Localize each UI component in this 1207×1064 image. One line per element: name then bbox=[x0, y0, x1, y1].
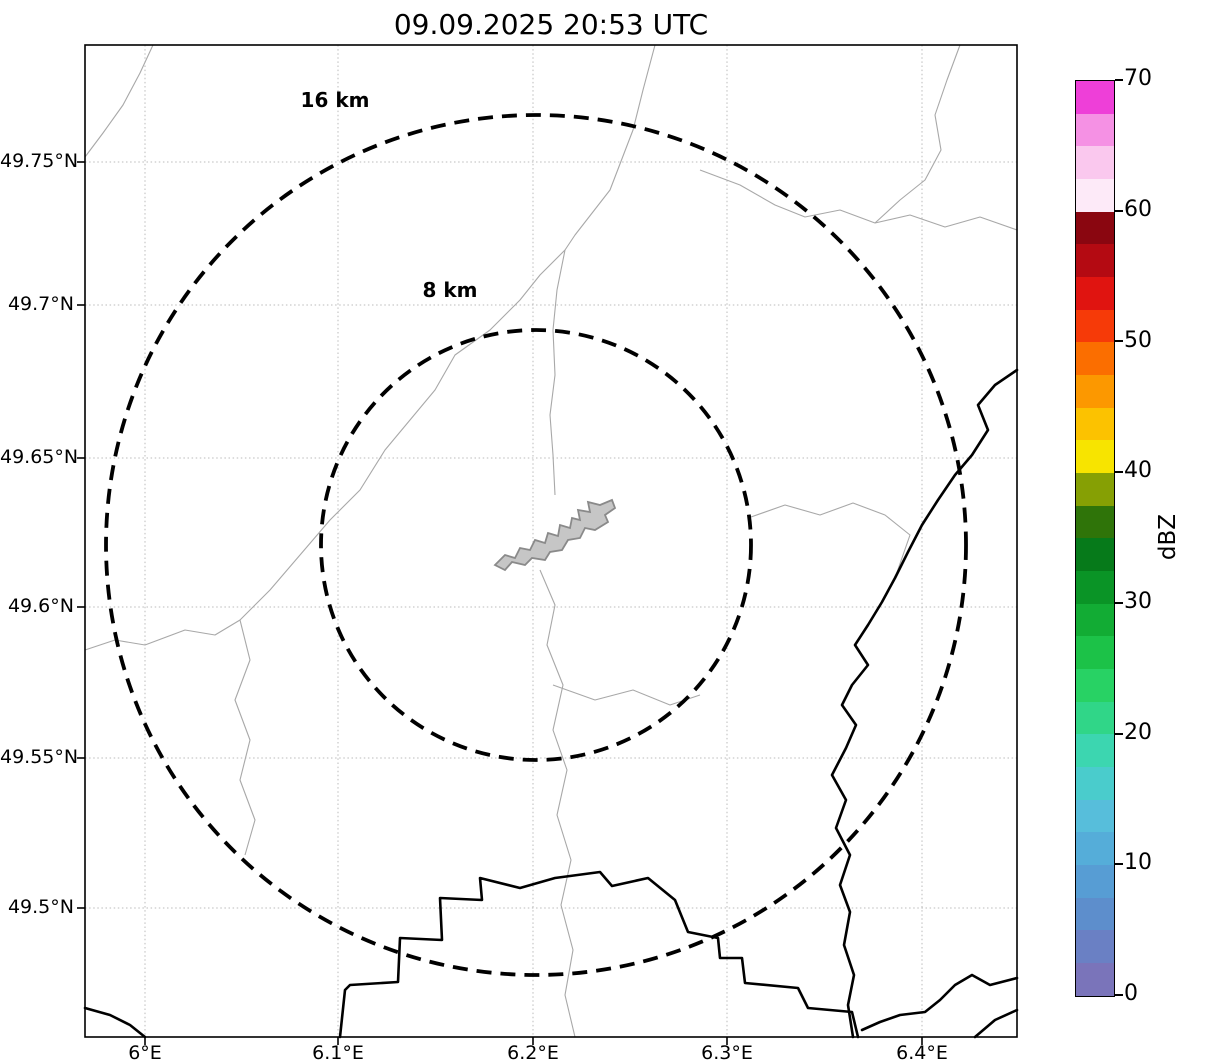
colorbar-tick-mark bbox=[1115, 601, 1123, 604]
colorbar-segment bbox=[1076, 473, 1114, 506]
colorbar-tick-40: 40 bbox=[1124, 458, 1152, 483]
colorbar-segment bbox=[1076, 211, 1114, 245]
colorbar-segment bbox=[1076, 603, 1114, 637]
y-tick-label-49-6n: 49.6°N bbox=[7, 595, 74, 617]
colorbar-segment bbox=[1076, 179, 1114, 212]
colorbar-tick-10: 10 bbox=[1124, 850, 1152, 875]
colorbar-segment bbox=[1076, 277, 1114, 310]
radar-map: 8 km 16 km bbox=[77, 44, 1019, 1045]
plot-title: 09.09.2025 20:53 UTC bbox=[393, 8, 709, 41]
colorbar-segments bbox=[1076, 81, 1114, 996]
colorbar-segment bbox=[1076, 636, 1114, 670]
colorbar-segment bbox=[1076, 342, 1114, 376]
colorbar-segment bbox=[1076, 146, 1114, 180]
colorbar-segment bbox=[1076, 734, 1114, 768]
colorbar-segment bbox=[1076, 505, 1114, 539]
colorbar-axis-label: dBZ bbox=[1155, 513, 1181, 561]
x-tick-label-6-3e: 6.3°E bbox=[701, 1042, 753, 1064]
colorbar-segment bbox=[1076, 963, 1114, 996]
colorbar-segment bbox=[1076, 244, 1114, 278]
colorbar-segment bbox=[1076, 832, 1114, 866]
y-tick-label-49-75n: 49.75°N bbox=[0, 150, 79, 172]
range-rings: 8 km 16 km bbox=[104, 88, 968, 977]
colorbar-tick-30: 30 bbox=[1124, 589, 1152, 614]
colorbar-segment bbox=[1076, 571, 1114, 604]
colorbar-segment bbox=[1076, 767, 1114, 800]
x-tick-label-6-2e: 6.2°E bbox=[507, 1042, 559, 1064]
colorbar-tick-mark bbox=[1115, 209, 1123, 212]
grid-lines bbox=[85, 45, 1017, 1037]
urban-area-polygon bbox=[493, 498, 617, 572]
colorbar-segment bbox=[1076, 538, 1114, 572]
colorbar-segment bbox=[1076, 440, 1114, 474]
plot-frame bbox=[84, 44, 1018, 1038]
colorbar-tick-mark bbox=[1115, 471, 1123, 474]
colorbar-segment bbox=[1076, 930, 1114, 964]
colorbar-segment bbox=[1076, 407, 1114, 441]
colorbar-segment bbox=[1076, 799, 1114, 833]
colorbar-segment bbox=[1076, 897, 1114, 931]
colorbar-tick-mark bbox=[1115, 863, 1123, 866]
colorbar-tick-mark bbox=[1115, 732, 1123, 735]
colorbar-segment bbox=[1076, 309, 1114, 343]
colorbar-segment bbox=[1076, 375, 1114, 408]
colorbar-tick-70: 70 bbox=[1124, 66, 1152, 91]
x-tick-label-6-1e: 6.1°E bbox=[312, 1042, 364, 1064]
colorbar-tick-mark bbox=[1115, 79, 1123, 81]
colorbar bbox=[1075, 80, 1115, 997]
colorbar-segment bbox=[1076, 701, 1114, 735]
y-tick-label-49-5n: 49.5°N bbox=[7, 896, 74, 918]
border-river-lines bbox=[83, 368, 1019, 1039]
x-tick-label-6-4e: 6.4°E bbox=[896, 1042, 948, 1064]
colorbar-tick-mark bbox=[1115, 340, 1123, 343]
axis-tick-marks bbox=[77, 161, 923, 1045]
colorbar-tick-mark bbox=[1115, 994, 1123, 996]
colorbar-segment bbox=[1076, 113, 1114, 147]
range-ring-16-km bbox=[104, 113, 968, 977]
y-tick-label-49-65n: 49.65°N bbox=[0, 446, 79, 468]
colorbar-tick-0: 0 bbox=[1124, 981, 1138, 1006]
colorbar-tick-60: 60 bbox=[1124, 197, 1152, 222]
range-ring-label: 8 km bbox=[422, 278, 477, 302]
colorbar-segment bbox=[1076, 669, 1114, 702]
colorbar-tick-50: 50 bbox=[1124, 328, 1152, 353]
colorbar-segment bbox=[1076, 81, 1114, 114]
map-plot-area: 8 km 16 km bbox=[77, 44, 1019, 1045]
admin-boundary-lines bbox=[84, 44, 1018, 1038]
range-ring-label: 16 km bbox=[301, 88, 370, 112]
colorbar-segment bbox=[1076, 865, 1114, 898]
y-tick-label-49-7n: 49.7°N bbox=[7, 293, 74, 315]
colorbar-tick-20: 20 bbox=[1124, 720, 1152, 745]
x-tick-label-6e: 6°E bbox=[128, 1042, 162, 1064]
range-ring-8-km bbox=[319, 328, 753, 762]
y-tick-label-49-55n: 49.55°N bbox=[0, 746, 79, 768]
